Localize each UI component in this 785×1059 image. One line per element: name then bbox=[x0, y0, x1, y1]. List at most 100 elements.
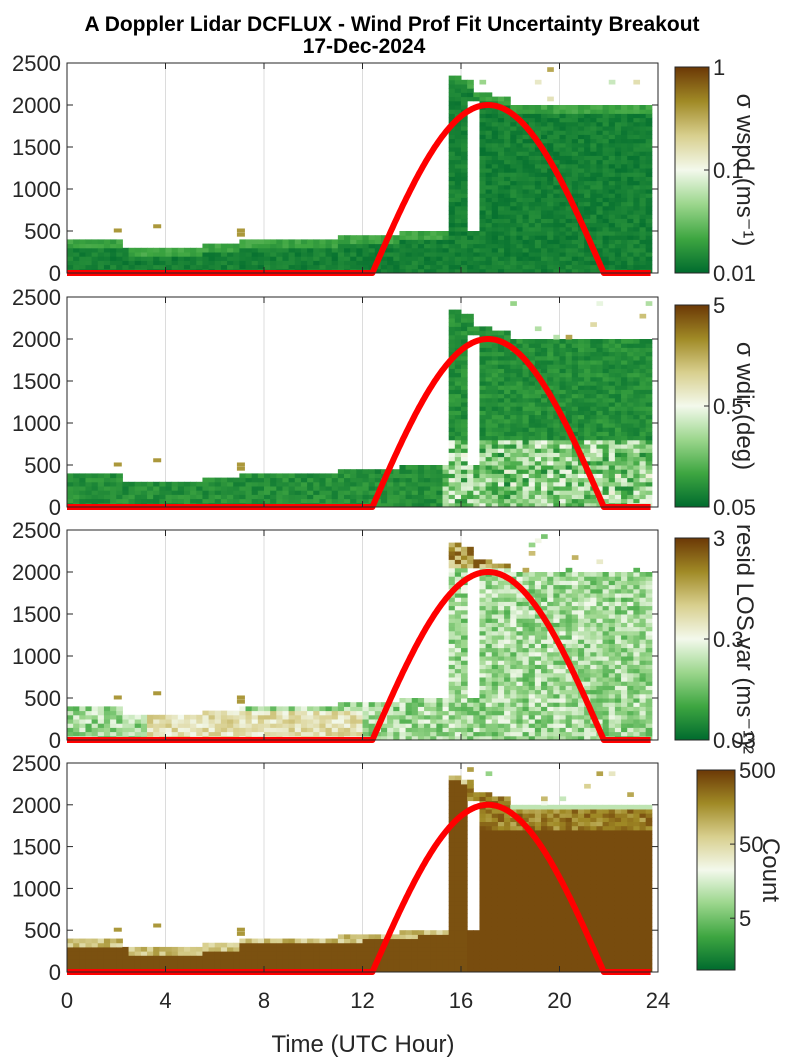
heatmap-cell bbox=[461, 622, 468, 628]
heatmap-cell bbox=[510, 693, 517, 699]
heatmap-cell bbox=[627, 448, 634, 453]
heatmap-cell bbox=[485, 218, 493, 224]
heatmap-cell bbox=[522, 706, 530, 712]
heatmap-cell bbox=[522, 567, 530, 573]
heatmap-cell bbox=[528, 189, 536, 194]
heatmap-cell bbox=[282, 477, 290, 483]
heatmap-cell bbox=[528, 226, 536, 232]
heatmap-cell bbox=[541, 576, 548, 581]
heatmap-cell bbox=[571, 197, 579, 203]
heatmap-cell bbox=[417, 719, 425, 724]
heatmap-cell bbox=[577, 168, 585, 173]
heatmap-cell bbox=[621, 481, 628, 487]
heatmap-cell bbox=[454, 368, 462, 374]
heatmap-cell bbox=[602, 159, 610, 165]
heatmap-cell bbox=[461, 735, 468, 741]
heatmap-cell bbox=[467, 469, 474, 474]
heatmap-cell bbox=[362, 469, 370, 474]
heatmap-cell bbox=[565, 121, 573, 127]
heatmap-cell bbox=[491, 184, 499, 190]
heatmap-cell bbox=[571, 121, 579, 127]
heatmap-cell bbox=[590, 109, 597, 114]
heatmap-cell bbox=[282, 243, 290, 249]
heatmap-cell bbox=[541, 210, 548, 215]
heatmap-cell bbox=[325, 494, 333, 500]
heatmap-cell bbox=[522, 572, 530, 577]
heatmap-cell bbox=[461, 218, 468, 224]
heatmap-cell bbox=[454, 235, 462, 240]
heatmap-cell bbox=[473, 473, 480, 479]
heatmap-cell bbox=[220, 714, 228, 720]
heatmap-cell bbox=[331, 727, 339, 733]
heatmap-cell bbox=[461, 723, 468, 728]
heatmap-cell bbox=[356, 256, 363, 261]
heatmap-cell bbox=[522, 402, 530, 407]
heatmap-cell bbox=[559, 239, 567, 245]
heatmap-cell bbox=[448, 406, 456, 411]
heatmap-cell bbox=[454, 176, 462, 182]
heatmap-cell bbox=[491, 155, 499, 161]
heatmap-cell bbox=[571, 490, 579, 495]
heatmap-cell bbox=[454, 731, 462, 737]
heatmap-cell bbox=[621, 126, 628, 131]
heatmap-cell bbox=[516, 130, 524, 135]
heatmap-cell bbox=[368, 235, 376, 240]
heatmap-cell bbox=[147, 494, 154, 500]
heatmap-cell bbox=[547, 719, 554, 724]
heatmap-cell bbox=[559, 702, 567, 707]
heatmap-cell bbox=[596, 473, 604, 479]
heatmap-cell bbox=[553, 456, 560, 462]
heatmap-cell bbox=[522, 435, 530, 441]
heatmap-cell bbox=[497, 502, 505, 508]
heatmap-cell bbox=[621, 364, 628, 369]
heatmap-cell bbox=[448, 109, 456, 114]
heatmap-cell bbox=[596, 142, 604, 148]
heatmap-cell bbox=[534, 385, 542, 390]
heatmap-cell bbox=[553, 494, 560, 500]
heatmap-cell bbox=[541, 502, 548, 508]
colorbar-tick-label: 0.01 bbox=[713, 261, 756, 286]
heatmap-cell bbox=[454, 410, 462, 416]
heatmap-cell bbox=[202, 486, 210, 491]
heatmap-cell bbox=[337, 714, 345, 720]
heatmap-cell bbox=[479, 381, 487, 386]
heatmap-cell bbox=[602, 460, 610, 466]
heatmap-cell bbox=[479, 147, 487, 152]
heatmap-cell bbox=[504, 477, 511, 483]
heatmap-cell bbox=[454, 693, 462, 699]
heatmap-cell bbox=[504, 142, 511, 148]
heatmap-cell bbox=[147, 498, 154, 504]
heatmap-cell bbox=[584, 389, 591, 395]
heatmap-cell bbox=[467, 84, 474, 89]
heatmap-cell bbox=[571, 189, 579, 194]
heatmap-cell bbox=[85, 494, 93, 500]
heatmap-cell bbox=[177, 723, 185, 728]
heatmap-cell bbox=[565, 714, 573, 720]
heatmap-cell bbox=[177, 256, 185, 261]
heatmap-cell bbox=[491, 347, 499, 353]
heatmap-cell bbox=[639, 418, 647, 424]
heatmap-cell bbox=[331, 481, 339, 487]
heatmap-cell bbox=[350, 256, 357, 261]
heatmap-cell bbox=[479, 668, 487, 674]
heatmap-cell bbox=[497, 651, 505, 657]
heatmap-cell bbox=[627, 138, 634, 144]
heatmap-cell bbox=[504, 626, 511, 632]
heatmap-cell bbox=[516, 576, 524, 581]
heatmap-cell bbox=[491, 126, 499, 131]
heatmap-cell bbox=[528, 460, 536, 466]
heatmap-cell bbox=[485, 355, 493, 361]
heatmap-cell bbox=[497, 252, 505, 257]
heatmap-cell bbox=[497, 465, 505, 470]
heatmap-cell bbox=[596, 385, 604, 390]
heatmap-cell bbox=[577, 117, 585, 123]
heatmap-cell bbox=[497, 469, 505, 474]
heatmap-cell bbox=[645, 355, 653, 361]
heatmap-cell bbox=[528, 452, 536, 458]
heatmap-cell bbox=[116, 264, 123, 270]
heatmap-cell bbox=[602, 347, 610, 353]
heatmap-cell bbox=[541, 121, 548, 127]
heatmap-cell bbox=[602, 431, 610, 437]
heatmap-cell bbox=[516, 473, 524, 479]
heatmap-cell bbox=[245, 477, 253, 483]
